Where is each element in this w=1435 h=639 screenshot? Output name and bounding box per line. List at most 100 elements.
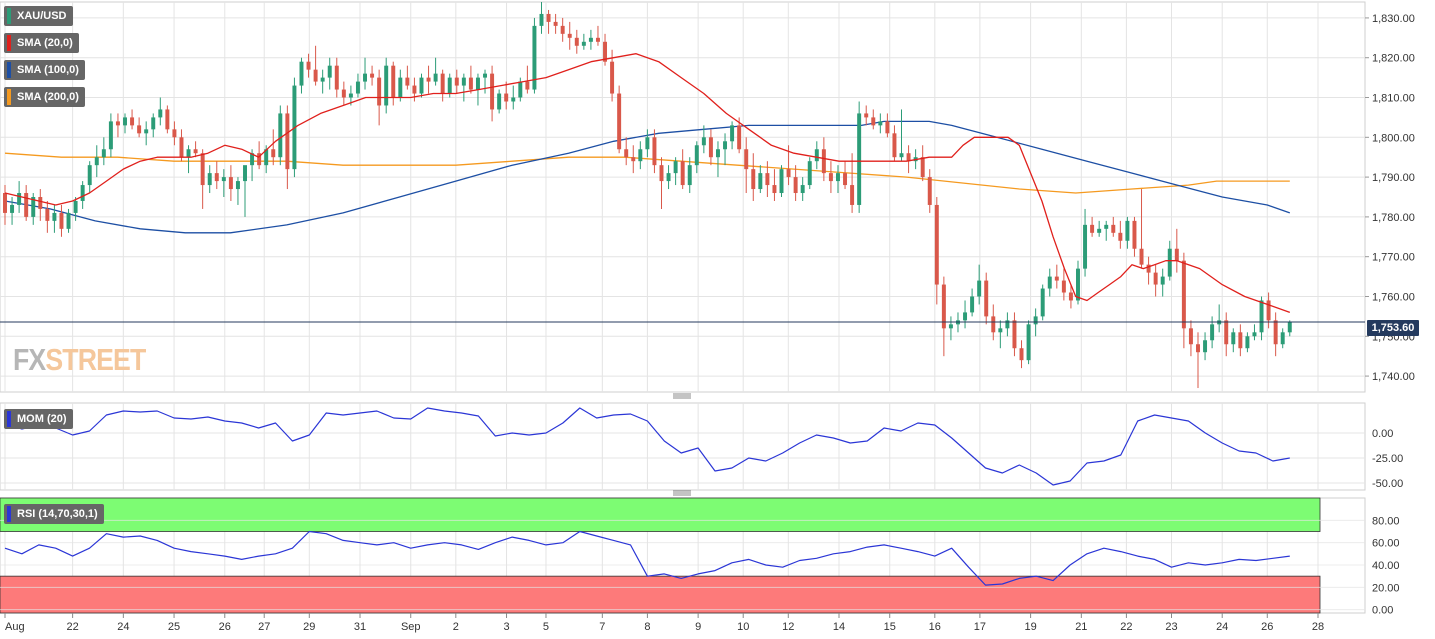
candle-body bbox=[235, 181, 240, 190]
candle-body bbox=[221, 177, 226, 182]
candle-body bbox=[687, 165, 692, 186]
candle-body bbox=[1146, 264, 1151, 273]
candle-body bbox=[525, 81, 530, 90]
candle-body bbox=[391, 65, 396, 98]
candle-body bbox=[730, 125, 735, 142]
candle-body bbox=[1153, 272, 1158, 285]
candle-body bbox=[1259, 300, 1264, 333]
candle-body bbox=[440, 73, 445, 94]
candle-body bbox=[744, 149, 749, 170]
candle-body bbox=[758, 173, 763, 190]
candle-body bbox=[271, 149, 276, 158]
candle-body bbox=[243, 165, 247, 182]
candle-body bbox=[984, 280, 989, 317]
candle-body bbox=[1026, 324, 1031, 361]
time-tick-label: 10 bbox=[737, 621, 749, 633]
time-tick-label: 16 bbox=[929, 621, 941, 633]
candle-body bbox=[490, 73, 495, 110]
candle-body bbox=[45, 208, 50, 221]
candle-body bbox=[991, 316, 996, 333]
price-tick-label: 1,800.00 bbox=[1372, 132, 1415, 144]
candle-body bbox=[1111, 224, 1116, 233]
sma20-line bbox=[4, 53, 1291, 314]
candle-body bbox=[123, 117, 127, 126]
candle-body bbox=[151, 117, 156, 130]
price-tick-label: 1,770.00 bbox=[1372, 252, 1415, 264]
mom-swatch bbox=[7, 411, 11, 427]
candle-body bbox=[1012, 320, 1017, 349]
candle-body bbox=[214, 173, 219, 182]
candle-body bbox=[701, 137, 706, 146]
candle-body bbox=[108, 121, 113, 150]
candle-body bbox=[73, 200, 78, 213]
candle-body bbox=[1061, 280, 1066, 293]
rsi-tick-label: 60.00 bbox=[1372, 538, 1400, 550]
time-tick-label: 12 bbox=[782, 621, 794, 633]
candle-body bbox=[1125, 220, 1130, 241]
time-tick-label: 8 bbox=[644, 621, 650, 633]
candle-body bbox=[299, 61, 304, 86]
candle-body bbox=[179, 137, 184, 158]
symbol-text: XAU/USD bbox=[17, 10, 67, 22]
candle-body bbox=[772, 185, 777, 194]
candle-body bbox=[666, 173, 671, 182]
time-tick-label: 24 bbox=[1216, 621, 1228, 633]
time-tick-label: 5 bbox=[543, 621, 549, 633]
sma200-legend[interactable]: SMA (200,0) bbox=[4, 87, 85, 107]
candle-body bbox=[1083, 224, 1088, 269]
candle-body bbox=[920, 157, 925, 178]
candle-body bbox=[320, 77, 325, 82]
candle-body bbox=[454, 77, 459, 86]
rsi-legend-text: RSI (14,70,30,1) bbox=[17, 508, 98, 520]
candle-body bbox=[1097, 228, 1102, 233]
sma20-legend[interactable]: SMA (20,0) bbox=[4, 33, 79, 53]
candle-body bbox=[250, 153, 255, 166]
candle-body bbox=[828, 173, 833, 182]
candle-body bbox=[694, 145, 699, 166]
candle-body bbox=[737, 125, 742, 150]
candle-body bbox=[779, 169, 784, 194]
candle-body bbox=[850, 185, 855, 205]
time-tick-label: 28 bbox=[1312, 621, 1324, 633]
sma20-legend-text: SMA (20,0) bbox=[17, 37, 73, 49]
candle-body bbox=[786, 169, 791, 178]
candle-body bbox=[468, 77, 473, 90]
time-tick-label: 21 bbox=[1075, 621, 1087, 633]
sma100-legend[interactable]: SMA (100,0) bbox=[4, 60, 85, 80]
candle-body bbox=[447, 77, 452, 94]
mom-path bbox=[4, 407, 1290, 486]
price-tick-label: 1,740.00 bbox=[1372, 371, 1415, 383]
candle-body bbox=[228, 177, 233, 190]
time-tick-label: 26 bbox=[1261, 621, 1273, 633]
candle-body bbox=[1047, 276, 1052, 289]
price-tick-label: 1,830.00 bbox=[1372, 13, 1415, 25]
time-tick-label: 24 bbox=[117, 621, 129, 633]
candle-body bbox=[539, 13, 544, 26]
mom-legend[interactable]: MOM (20) bbox=[4, 409, 73, 429]
candle-body bbox=[193, 149, 198, 154]
candle-body bbox=[892, 133, 897, 158]
candle-body bbox=[1019, 348, 1024, 361]
symbol-label[interactable]: XAU/USD bbox=[4, 6, 73, 26]
candle-body bbox=[567, 33, 572, 38]
candle-body bbox=[94, 157, 99, 166]
sma100-swatch bbox=[7, 62, 11, 78]
panel-splitters[interactable] bbox=[673, 393, 691, 496]
candle-body bbox=[24, 193, 29, 217]
candle-body bbox=[1196, 344, 1200, 353]
time-tick-label: 15 bbox=[884, 621, 896, 633]
mom-panel-frame bbox=[0, 402, 1366, 491]
rsi-swatch bbox=[7, 506, 11, 522]
rsi-legend[interactable]: RSI (14,70,30,1) bbox=[4, 504, 104, 524]
time-tick-label: 3 bbox=[503, 621, 509, 633]
candle-body bbox=[31, 197, 36, 217]
candle-body bbox=[765, 173, 770, 186]
candle-body bbox=[659, 165, 664, 182]
candle-body bbox=[977, 280, 982, 297]
candle-body bbox=[574, 37, 579, 46]
mom-legend-text: MOM (20) bbox=[17, 413, 67, 425]
candle-body bbox=[66, 212, 71, 229]
candle-body bbox=[80, 185, 85, 201]
rsi-path bbox=[4, 530, 1290, 586]
